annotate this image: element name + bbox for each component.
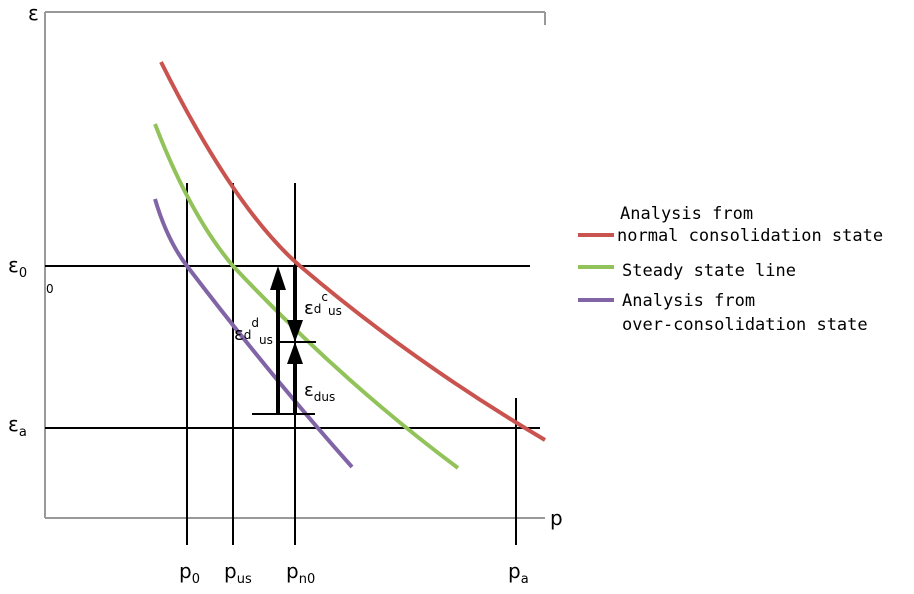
legend-label-over-consolidation-line2: over-consolidation state xyxy=(622,315,868,335)
x-axis-label: p xyxy=(550,506,563,530)
ed-us-d-label: εddus xyxy=(234,316,273,347)
normal-consolidation-curve xyxy=(159,61,547,442)
e-dus-arrow-head xyxy=(287,342,303,364)
legend-label-normal-consolidation-line1: Analysis from xyxy=(620,204,753,224)
pus-label: pus xyxy=(224,559,252,587)
origin-label: 0 xyxy=(46,282,54,296)
pa-label: pa xyxy=(508,559,529,587)
ed-us-c-label: εdcus xyxy=(304,290,342,319)
pn0-label: pn0 xyxy=(286,559,315,587)
epsilon-0-label: ε0 xyxy=(8,253,27,281)
steady-state-curve xyxy=(153,123,460,470)
e-dus-label: εdus xyxy=(304,380,335,404)
ed-us-d-arrow-head xyxy=(270,266,286,290)
legend: Analysis from normal consolidation state… xyxy=(578,204,883,335)
over-consolidation-curve xyxy=(153,198,354,469)
y-axis-label: ε xyxy=(28,1,39,25)
ed-us-c-arrow-head xyxy=(287,320,303,342)
legend-label-steady-state: Steady state line xyxy=(622,261,796,281)
legend-label-over-consolidation-line1: Analysis from xyxy=(622,291,755,311)
legend-label-normal-consolidation-line2: normal consolidation state xyxy=(617,226,883,246)
epsilon-a-label: εa xyxy=(8,412,27,440)
p0-label: p0 xyxy=(179,559,200,587)
